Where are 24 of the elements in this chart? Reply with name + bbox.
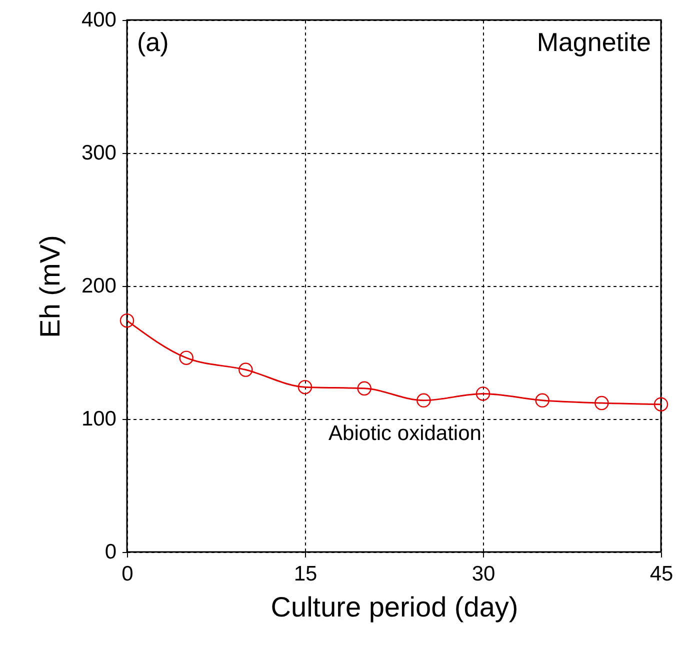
point — [357, 381, 372, 396]
y-tick-label: 0 — [104, 540, 116, 564]
y-axis-title: Eh (mV) — [34, 235, 66, 338]
point — [416, 393, 431, 408]
point — [654, 397, 668, 412]
y-tick-label: 400 — [81, 8, 116, 32]
x-tick-label: 30 — [472, 562, 496, 586]
annotation: Abiotic oxidation — [328, 422, 482, 445]
annotation: Magnetite — [536, 27, 651, 57]
point — [535, 393, 550, 408]
point — [179, 350, 194, 365]
annotation: (a) — [137, 27, 169, 57]
point — [120, 313, 134, 328]
point — [476, 386, 490, 401]
x-tick-label: 0 — [122, 562, 134, 586]
x-axis-title: Culture period (day) — [270, 592, 518, 622]
y-tick-label: 100 — [81, 408, 116, 430]
x-tick-label: 45 — [650, 562, 674, 586]
point — [298, 380, 312, 394]
y-tick-label: 300 — [81, 142, 116, 164]
x-tick-label: 15 — [294, 562, 318, 586]
point — [238, 362, 253, 377]
point — [594, 396, 609, 410]
y-tick-label: 200 — [81, 274, 116, 298]
